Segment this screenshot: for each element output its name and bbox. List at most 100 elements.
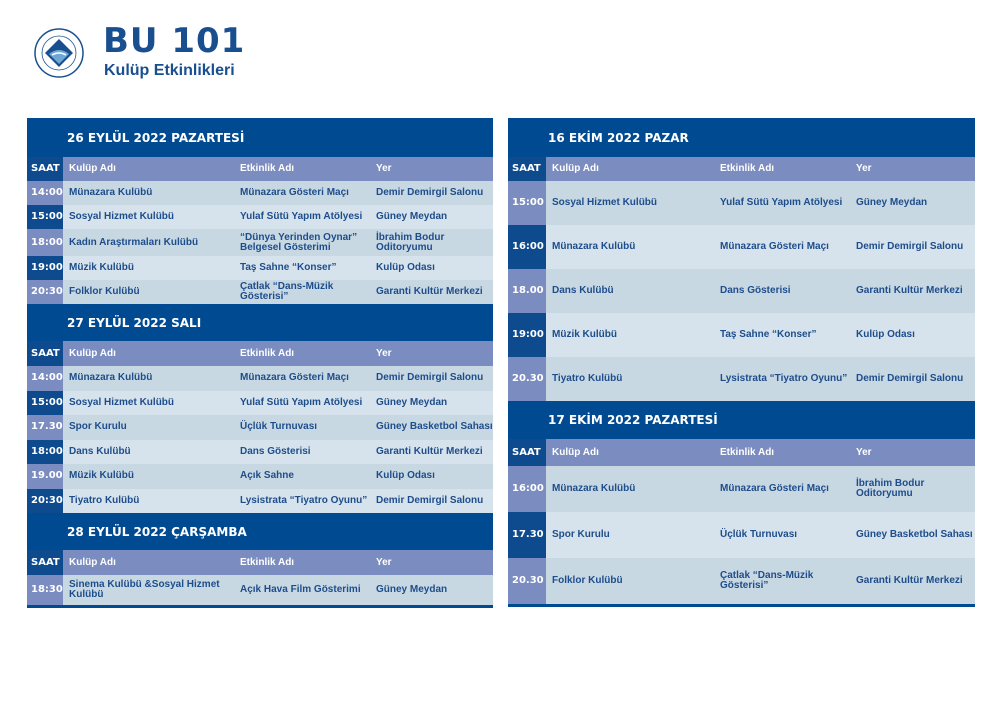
club-cell: Spor Kurulu (552, 529, 610, 540)
table-row: 16:00 Münazara Kulübü Münazara Gösteri Maç… (508, 225, 975, 269)
time-cell: 19:00 (27, 256, 63, 280)
place-cell: Demir Demirgil Salonu (376, 372, 484, 384)
table-row: 20.30 Folklor Kulübü Çatlak “Dans-Müzik Gö… (508, 558, 975, 604)
place-cell: Garanti Kultür Merkezi (376, 286, 483, 297)
club-cell: Sosyal Hizmet Kulübü (69, 396, 175, 408)
event-cell: Açık Hava Film Gösterimi (240, 584, 361, 595)
place-cell: Güney Meydan (376, 211, 448, 222)
place-cell: Garanti Kultür Merkezi (376, 445, 483, 457)
panel-bottom-border (27, 605, 493, 608)
place-cell: Güney Meydan (376, 584, 448, 595)
event-cell: Yulaf Sütü Yapım Atölyesi (240, 211, 363, 222)
column-header-row: SAAT Kulüp Adı Etkinlik Adı Yer (27, 550, 493, 575)
event-cell: Üçlük Turnuvası (240, 421, 318, 433)
column-header-club: Kulüp Adı (69, 347, 116, 359)
event-cell: Yulaf Sütü Yapım Atölyesi (240, 396, 363, 408)
column-header-time: SAAT (508, 439, 546, 466)
club-cell: Tiyatro Kulübü (552, 373, 623, 384)
day-section: 28 EYLÜL 2022 ÇARŞAMBA SAAT Kulüp Adı Etkin… (27, 513, 493, 605)
club-cell: Kadın Araştırmaları Kulübü (69, 236, 199, 248)
column-header-row: SAAT Kulüp Adı Etkinlik Adı Yer (27, 341, 493, 366)
place-cell: Kulüp Odası (376, 470, 435, 482)
time-cell: 17.30 (27, 415, 63, 440)
day-title: 26 EYLÜL 2022 PAZARTESİ (67, 130, 245, 145)
time-cell: 20:30 (27, 488, 63, 513)
column-header-place: Yer (376, 556, 392, 568)
place-cell: Güney Basketbol Sahası (856, 529, 973, 540)
column-header-time: SAAT (27, 157, 63, 181)
table-row: 14:00 Münazara Kulübü Münazara Gösteri Maç… (27, 366, 493, 391)
place-cell: Garanti Kultür Merkezi (856, 575, 963, 586)
place-cell: İbrahim Bodur Oditoryumu (856, 478, 925, 499)
place-cell: Garanti Kultür Merkezi (856, 285, 963, 296)
table-row: 16:00 Münazara Kulübü Münazara Gösteri Maç… (508, 466, 975, 512)
table-row: 18.00 Dans Kulübü Dans Gösterisi Garanti Ku… (508, 269, 975, 313)
club-cell: Folklor Kulübü (69, 286, 140, 297)
day-title: 27 EYLÜL 2022 SALI (67, 315, 202, 330)
club-cell: Dans Kulübü (69, 445, 131, 457)
club-cell: Sosyal Hizmet Kulübü (552, 197, 658, 208)
day-header: 16 EKİM 2022 PAZAR (508, 118, 975, 157)
table-row: 19:00 Müzik Kulübü Taş Sahne “Konser” Kulüp… (508, 313, 975, 357)
column-header-event: Etkinlik Adı (720, 163, 775, 174)
time-cell: 16:00 (508, 225, 546, 269)
column-header-place: Yer (376, 347, 392, 359)
bogazici-university-logo (34, 28, 84, 78)
column-header-place: Yer (856, 163, 872, 174)
schedule-panel-september: 26 EYLÜL 2022 PAZARTESİ SAAT Kulüp Adı Etki… (27, 118, 493, 608)
club-cell: Folklor Kulübü (552, 575, 623, 586)
day-section: 17 EKİM 2022 PAZARTESİ SAAT Kulüp Adı Etkin… (508, 401, 975, 604)
event-cell: Lysistrata “Tiyatro Oyunu” (240, 494, 368, 506)
day-section: 27 EYLÜL 2022 SALI SAAT Kulüp Adı Etkinlik … (27, 304, 493, 513)
place-cell: Demir Demirgil Salonu (376, 494, 484, 506)
column-header-place: Yer (376, 163, 392, 174)
day-header: 28 EYLÜL 2022 ÇARŞAMBA (27, 513, 493, 550)
club-cell: Münazara Kulübü (552, 241, 636, 252)
schedule-panel-october: 16 EKİM 2022 PAZAR SAAT Kulüp Adı Etkinlik … (508, 118, 975, 607)
club-cell: Münazara Kulübü (552, 483, 636, 494)
day-title: 28 EYLÜL 2022 ÇARŞAMBA (67, 524, 247, 539)
time-cell: 15:00 (27, 205, 63, 229)
column-header-event: Etkinlik Adı (240, 556, 295, 568)
club-cell: Sosyal Hizmet Kulübü (69, 211, 175, 222)
event-cell: Münazara Gösteri Maçı (240, 187, 349, 198)
column-header-time: SAAT (27, 341, 63, 366)
day-title: 16 EKİM 2022 PAZAR (548, 130, 689, 145)
time-cell: 19.00 (27, 464, 63, 489)
event-cell: Taş Sahne “Konser” (240, 262, 337, 273)
day-section: 16 EKİM 2022 PAZAR SAAT Kulüp Adı Etkinlik … (508, 118, 975, 401)
time-cell: 20.30 (508, 558, 546, 604)
time-cell: 18.00 (508, 269, 546, 313)
table-row: 17.30 Spor Kurulu Üçlük Turnuvası Güney Bas… (508, 512, 975, 558)
table-row: 15:00 Sosyal Hizmet Kulübü Yulaf Sütü Yapı… (27, 205, 493, 229)
time-cell: 14:00 (27, 181, 63, 205)
day-section: 26 EYLÜL 2022 PAZARTESİ SAAT Kulüp Adı Etki… (27, 118, 493, 304)
place-cell: Güney Basketbol Sahası (376, 421, 493, 433)
club-cell: Tiyatro Kulübü (69, 494, 140, 506)
column-header-event: Etkinlik Adı (240, 347, 295, 359)
column-header-event: Etkinlik Adı (240, 163, 295, 174)
table-row: 15:00 Sosyal Hizmet Kulübü Yulaf Sütü Yapı… (27, 390, 493, 415)
event-cell: Lysistrata “Tiyatro Oyunu” (720, 373, 848, 384)
table-row: 18:00 Dans Kulübü Dans Gösterisi Garanti Ku… (27, 439, 493, 464)
club-cell: Münazara Kulübü (69, 372, 153, 384)
column-header-club: Kulüp Adı (552, 446, 599, 458)
place-cell: Kulüp Odası (376, 262, 435, 273)
club-cell: Müzik Kulübü (69, 262, 134, 273)
column-header-row: SAAT Kulüp Adı Etkinlik Adı Yer (508, 157, 975, 181)
page-title: BU 101 (103, 21, 246, 61)
place-cell: Güney Meydan (376, 396, 448, 408)
event-cell: Münazara Gösteri Maçı (240, 372, 349, 384)
event-cell: Münazara Gösteri Maçı (720, 241, 829, 252)
place-cell: Güney Meydan (856, 197, 928, 208)
table-row: 14:00 Münazara Kulübü Münazara Gösteri Maç… (27, 181, 493, 205)
place-cell: Demir Demirgil Salonu (856, 241, 964, 252)
time-cell: 19:00 (508, 313, 546, 357)
event-cell: Çatlak “Dans-Müzik Gösterisi” (720, 570, 814, 591)
club-cell: Münazara Kulübü (69, 187, 153, 198)
event-cell: Dans Gösterisi (720, 285, 791, 296)
column-header-time: SAAT (27, 550, 63, 575)
time-cell: 20.30 (508, 357, 546, 401)
event-cell: Çatlak “Dans-Müzik Gösterisi” (240, 281, 334, 302)
table-row: 20.30 Tiyatro Kulübü Lysistrata “Tiyatro O… (508, 357, 975, 401)
